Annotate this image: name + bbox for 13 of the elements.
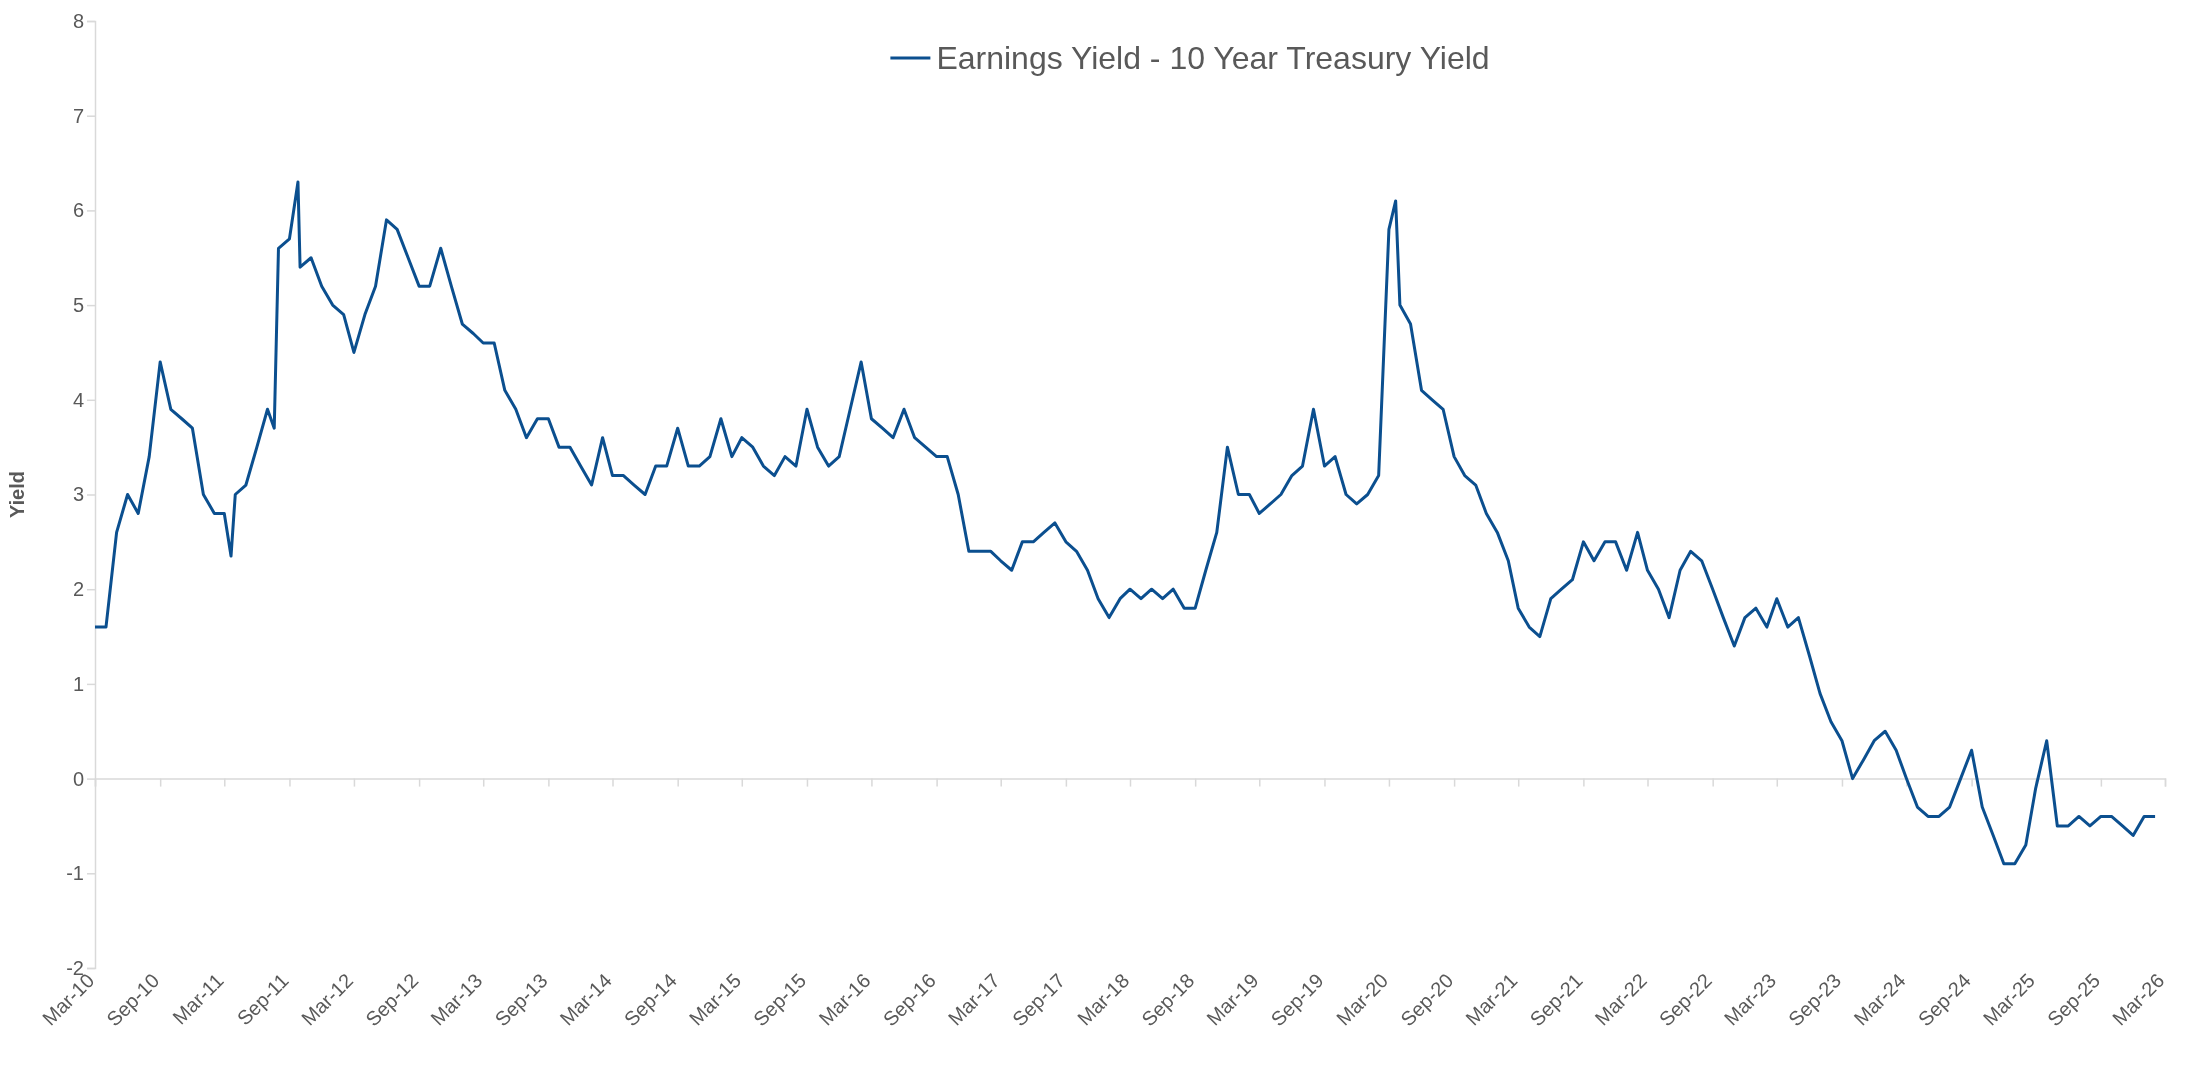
y-tick-label: -1 (66, 862, 84, 885)
y-axis-title: Yield (6, 470, 28, 519)
y-tick-label: 0 (72, 767, 84, 790)
legend-label: Earnings Yield - 10 Year Treasury Yield (936, 40, 1490, 77)
y-tick-label: 5 (72, 294, 84, 316)
y-tick-label: 3 (72, 483, 84, 506)
y-tick-label: 1 (72, 672, 84, 695)
y-tick-label: 4 (72, 388, 84, 411)
line-series (93, 180, 2157, 866)
y-tick-label: 8 (72, 9, 84, 32)
y-tick-label: 6 (72, 199, 84, 222)
y-tick-label: 7 (72, 104, 84, 127)
y-tick-label: 2 (72, 578, 84, 601)
